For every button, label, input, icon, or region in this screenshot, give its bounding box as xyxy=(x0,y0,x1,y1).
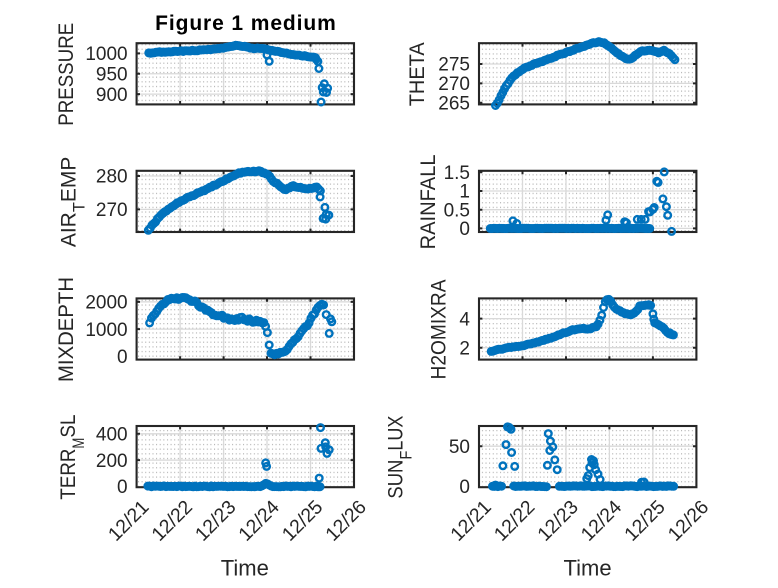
svg-text:PRESSURE: PRESSURE xyxy=(55,23,78,126)
svg-text:0: 0 xyxy=(459,219,470,240)
svg-text:400: 400 xyxy=(96,425,128,446)
svg-text:950: 950 xyxy=(96,65,128,86)
svg-text:280: 280 xyxy=(96,167,128,188)
svg-text:2000: 2000 xyxy=(85,293,127,314)
svg-text:0: 0 xyxy=(459,477,470,498)
svg-text:0.5: 0.5 xyxy=(444,200,470,221)
svg-text:AIRTEMP: AIRTEMP xyxy=(58,157,89,248)
svg-text:270: 270 xyxy=(96,200,128,221)
svg-text:0: 0 xyxy=(117,347,128,368)
svg-text:Time: Time xyxy=(564,556,612,581)
svg-text:TERRMSL: TERRMSL xyxy=(57,415,88,500)
svg-text:1000: 1000 xyxy=(85,44,127,65)
svg-text:275: 275 xyxy=(438,55,470,76)
svg-text:900: 900 xyxy=(96,85,128,106)
svg-text:1000: 1000 xyxy=(85,320,127,341)
svg-text:270: 270 xyxy=(438,74,470,95)
svg-text:Time: Time xyxy=(221,556,269,581)
svg-text:265: 265 xyxy=(438,94,470,115)
svg-text:4: 4 xyxy=(459,309,470,330)
svg-text:Figure 1 medium: Figure 1 medium xyxy=(155,12,337,35)
svg-text:1.5: 1.5 xyxy=(444,163,470,184)
svg-text:1: 1 xyxy=(459,182,470,203)
svg-text:2: 2 xyxy=(459,338,470,359)
svg-text:MIXDEPTH: MIXDEPTH xyxy=(55,277,78,382)
svg-text:THETA: THETA xyxy=(406,42,429,106)
svg-text:200: 200 xyxy=(96,451,128,472)
svg-text:H2OMIXRA: H2OMIXRA xyxy=(428,280,451,380)
svg-text:0: 0 xyxy=(117,477,128,498)
svg-text:RAINFALL: RAINFALL xyxy=(417,154,440,249)
svg-text:50: 50 xyxy=(449,437,470,458)
svg-text:SUNFLUX: SUNFLUX xyxy=(385,416,416,499)
